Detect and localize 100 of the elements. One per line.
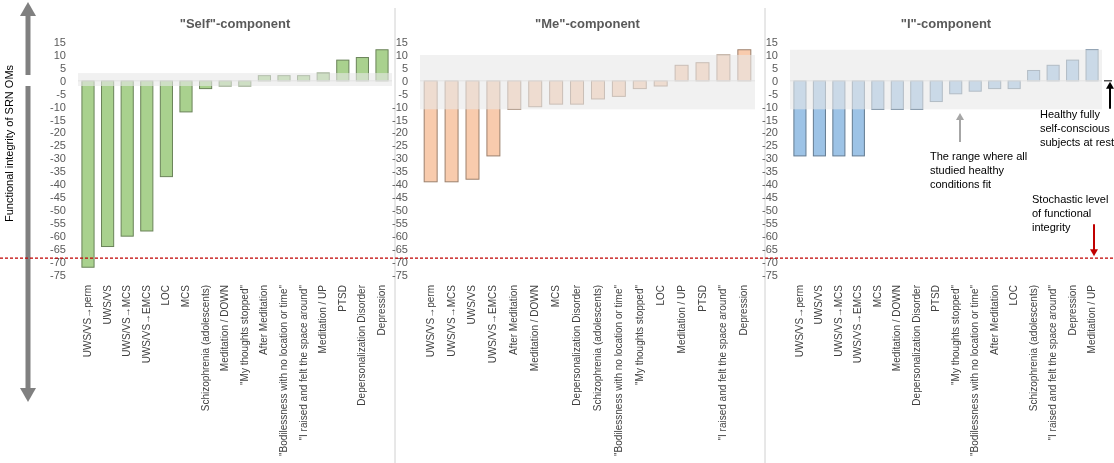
- y-tick-label: 10: [395, 48, 408, 61]
- bar: [812, 80, 826, 157]
- y-tick-label: -70: [762, 255, 778, 268]
- bar: [890, 80, 904, 110]
- x-tick-label: UWS/VS: [466, 284, 478, 325]
- y-tick-label: 10: [765, 48, 778, 61]
- y-tick-label: -60: [762, 230, 778, 243]
- x-tick-label: "I raised and felt the space around": [717, 284, 729, 441]
- x-tick-label: "Bodilessness with no location or time": [278, 284, 289, 457]
- y-tick-label: -5: [398, 87, 408, 100]
- y-tick-label: -35: [392, 165, 408, 178]
- x-tick-label: UWS/VS→perm: [82, 285, 93, 358]
- bar: [159, 80, 173, 178]
- y-tick-label: -30: [762, 152, 778, 165]
- x-tick-label: Depression: [376, 285, 387, 336]
- y-tick-label: 5: [401, 61, 408, 74]
- bar: [444, 80, 459, 183]
- x-tick-label: Schizophrenia (adolescents): [591, 285, 603, 412]
- bar: [179, 80, 193, 113]
- bar: [465, 80, 480, 180]
- y-tick-label: -70: [392, 255, 408, 268]
- x-tick-label: LOC: [1008, 285, 1020, 306]
- annotation: Healthy fully self-conscious subjects at rest: [1040, 107, 1114, 148]
- bar: [218, 80, 232, 87]
- y-tick-label: -75: [762, 268, 778, 281]
- bar: [316, 72, 330, 82]
- annotation: The range where all studied healthy conditions fit: [930, 149, 1028, 190]
- y-tick-label: -25: [762, 139, 778, 152]
- bar: [793, 80, 807, 157]
- bar: [949, 80, 963, 95]
- bar: [570, 80, 585, 105]
- y-tick-label: -25: [50, 139, 66, 152]
- y-tick-label: -50: [762, 204, 778, 217]
- x-tick-label: UWS/VS→perm: [424, 285, 436, 358]
- bar: [375, 49, 389, 82]
- bar: [1066, 59, 1080, 82]
- x-tick-label: Depression: [1066, 285, 1078, 336]
- bar: [355, 57, 369, 82]
- y-tick-label: -20: [392, 126, 408, 139]
- bar: [988, 80, 1002, 90]
- y-tick-label: 10: [53, 48, 66, 61]
- bar: [140, 80, 154, 232]
- x-tick-label: Depersonalization Disorder: [356, 284, 368, 406]
- bar: [423, 80, 438, 183]
- y-tick-label: -10: [762, 100, 778, 113]
- x-tick-label: Schizophrenia (adolescents): [1027, 285, 1039, 412]
- x-tick-label: "Bodilessness with no location or time": [969, 284, 981, 457]
- x-tick-label: Schizophrenia (adolescents): [199, 285, 211, 412]
- y-tick-label: -55: [50, 217, 66, 230]
- bar: [968, 80, 982, 92]
- bar: [737, 49, 752, 82]
- x-tick-label: UWS/VS→MCS: [832, 284, 844, 357]
- y-tick-label: -10: [50, 100, 66, 113]
- bar: [910, 80, 924, 110]
- y-tick-label: 5: [59, 61, 66, 74]
- x-tick-label: Meditation / DOWN: [891, 285, 903, 372]
- y-tick-label: 0: [771, 74, 778, 87]
- y-tick-label: -45: [392, 191, 408, 204]
- x-tick-label: After Meditation: [258, 285, 270, 356]
- y-tick-label: -45: [762, 191, 778, 204]
- y-tick-label: -20: [50, 126, 66, 139]
- bar: [1007, 80, 1021, 90]
- x-tick-label: "My thoughts stopped": [633, 284, 645, 385]
- y-tick-label: -15: [50, 113, 66, 126]
- y-tick-label: -20: [762, 126, 778, 139]
- x-tick-label: LOC: [654, 285, 666, 306]
- x-tick-label: After Meditation: [508, 285, 520, 356]
- y-tick-label: -45: [50, 191, 66, 204]
- y-tick-label: -35: [762, 165, 778, 178]
- bar: [81, 80, 95, 268]
- y-tick-label: -40: [762, 178, 778, 191]
- y-tick-label: -10: [392, 100, 408, 113]
- bar: [674, 64, 689, 82]
- y-tick-label: -40: [392, 178, 408, 191]
- y-tick-label: -65: [50, 242, 66, 255]
- x-tick-label: Depersonalization Disorder: [571, 284, 583, 406]
- x-tick-label: "My thoughts stopped": [238, 284, 250, 385]
- x-tick-label: MCS: [550, 284, 562, 308]
- y-tick-label: -30: [392, 152, 408, 165]
- x-tick-label: "Bodilessness with no location or time": [612, 284, 624, 457]
- bar: [590, 80, 605, 100]
- y-tick-label: -5: [768, 87, 778, 100]
- x-tick-label: UWS/VS→EMCS: [140, 284, 152, 364]
- x-tick-label: "I raised and felt the space around": [1047, 284, 1059, 441]
- x-tick-label: Meditation / UP: [675, 284, 687, 354]
- y-tick-label: -15: [392, 113, 408, 126]
- y-tick-label: -15: [762, 113, 778, 126]
- y-tick-label: -60: [392, 230, 408, 243]
- y-tick-label: 5: [771, 61, 778, 74]
- bar: [238, 80, 252, 87]
- x-tick-label: LOC: [160, 285, 172, 306]
- x-tick-label: "My thoughts stopped": [949, 284, 961, 385]
- x-tick-label: UWS/VS→EMCS: [487, 284, 499, 364]
- x-tick-label: UWS/VS: [101, 284, 113, 325]
- bar: [507, 80, 522, 110]
- y-tick-label: 15: [765, 35, 778, 48]
- bar: [929, 80, 943, 103]
- y-tick-label: -30: [50, 152, 66, 165]
- x-tick-label: UWS/VS: [813, 284, 825, 325]
- bar: [632, 80, 647, 90]
